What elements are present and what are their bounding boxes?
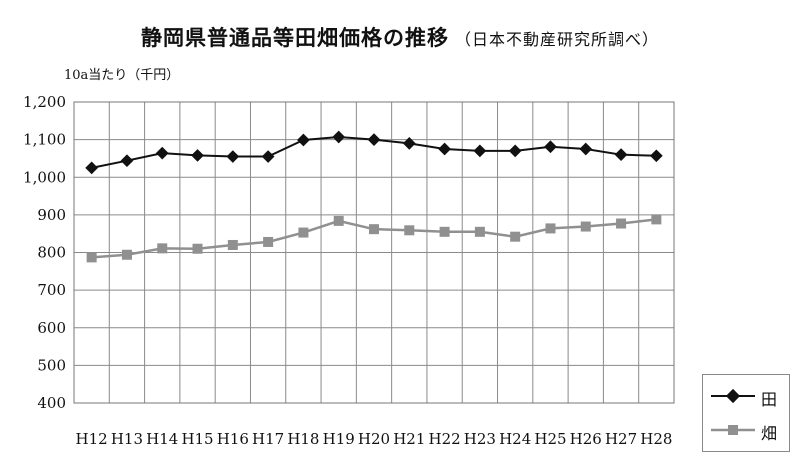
x-tick-label: H18 — [287, 430, 319, 448]
data-point-series-1 — [651, 214, 662, 225]
data-point-series-0 — [367, 133, 381, 146]
y-axis-unit-label: 10a当たり（千円） — [64, 68, 180, 83]
y-tick-label: 700 — [37, 281, 66, 299]
chart-title-main: 静岡県普通品等田畑価格の推移 — [140, 25, 449, 50]
data-point-series-1 — [157, 243, 168, 254]
x-tick-label: H20 — [358, 430, 390, 448]
y-tick-label: 900 — [37, 206, 66, 224]
y-tick-label: 1,000 — [23, 168, 66, 186]
x-tick-label: H27 — [605, 430, 637, 448]
data-point-series-1 — [192, 243, 203, 254]
data-point-series-1 — [227, 239, 238, 250]
x-tick-label: H23 — [464, 430, 496, 448]
series-lines — [85, 130, 663, 263]
x-tick-label: H25 — [534, 430, 566, 448]
x-tick-label: H22 — [429, 430, 461, 448]
chart-title: 静岡県普通品等田畑価格の推移 （日本不動産研究所調べ） — [0, 22, 800, 52]
plot-area-frame — [73, 101, 675, 404]
x-tick-label: H19 — [323, 430, 355, 448]
data-point-series-1 — [298, 227, 309, 238]
data-point-series-1 — [333, 215, 344, 226]
data-point-series-0 — [120, 154, 134, 168]
data-point-series-1 — [439, 226, 450, 237]
data-point-series-0 — [579, 142, 593, 156]
data-point-series-0 — [191, 149, 204, 162]
chart-subtitle: （日本不動産研究所調べ） — [454, 30, 659, 49]
y-tick-label: 800 — [37, 244, 66, 262]
data-point-series-0 — [614, 148, 628, 162]
data-point-series-0 — [297, 133, 310, 147]
x-tick-label: H24 — [499, 430, 531, 448]
x-tick-label: H12 — [76, 430, 108, 448]
x-tick-label: H13 — [111, 430, 143, 448]
data-point-series-1 — [369, 224, 379, 235]
x-tick-label: H14 — [146, 430, 178, 448]
chart-legend: 田 畑 — [702, 374, 790, 452]
data-point-series-0 — [85, 161, 99, 175]
data-point-series-1 — [580, 221, 591, 232]
data-point-series-0 — [544, 140, 557, 154]
data-point-series-0 — [438, 142, 451, 156]
data-point-series-0 — [155, 146, 169, 160]
y-tick-label: 400 — [37, 394, 66, 412]
data-point-series-1 — [510, 231, 521, 242]
x-tick-label: H28 — [640, 430, 672, 448]
data-point-series-1 — [121, 249, 132, 260]
data-point-series-0 — [473, 144, 487, 158]
y-tick-label: 1,200 — [23, 93, 66, 111]
x-tick-label: H17 — [252, 430, 284, 448]
data-point-series-0 — [226, 150, 240, 163]
x-axis-ticks: H12 H13 H14 H15 H16 H17 H18 H19 H20 H21 H22 H23 H24 H… — [76, 430, 673, 448]
y-axis-ticks: 400 500 600 700 800 900 1,000 1,100 1,200 — [23, 93, 66, 412]
data-point-series-1 — [616, 218, 627, 229]
data-point-series-1 — [404, 225, 415, 236]
legend-swatch-series-1 — [711, 425, 755, 435]
legend-label-series-0: 田 — [761, 390, 778, 409]
data-point-series-1 — [545, 223, 556, 234]
y-tick-label: 500 — [37, 356, 66, 374]
data-point-series-1 — [86, 252, 97, 263]
x-tick-label: H26 — [570, 430, 602, 448]
data-point-series-0 — [261, 150, 275, 163]
x-tick-label: H16 — [217, 430, 249, 448]
data-point-series-0 — [332, 130, 346, 144]
legend-item-series-0: 田 — [709, 385, 789, 409]
legend-item-series-1: 畑 — [709, 419, 789, 443]
data-point-series-1 — [263, 236, 274, 247]
data-point-series-1 — [474, 226, 485, 237]
y-tick-label: 1,100 — [23, 131, 66, 149]
plot-frame — [73, 101, 675, 404]
legend-label-series-1: 畑 — [761, 424, 778, 443]
data-point-series-0 — [649, 149, 663, 163]
data-point-series-0 — [508, 144, 522, 158]
legend-swatch-series-0 — [711, 388, 755, 404]
y-tick-label: 600 — [37, 319, 66, 337]
data-point-series-0 — [402, 137, 416, 150]
x-tick-label: H21 — [393, 430, 425, 448]
x-tick-label: H15 — [181, 430, 213, 448]
